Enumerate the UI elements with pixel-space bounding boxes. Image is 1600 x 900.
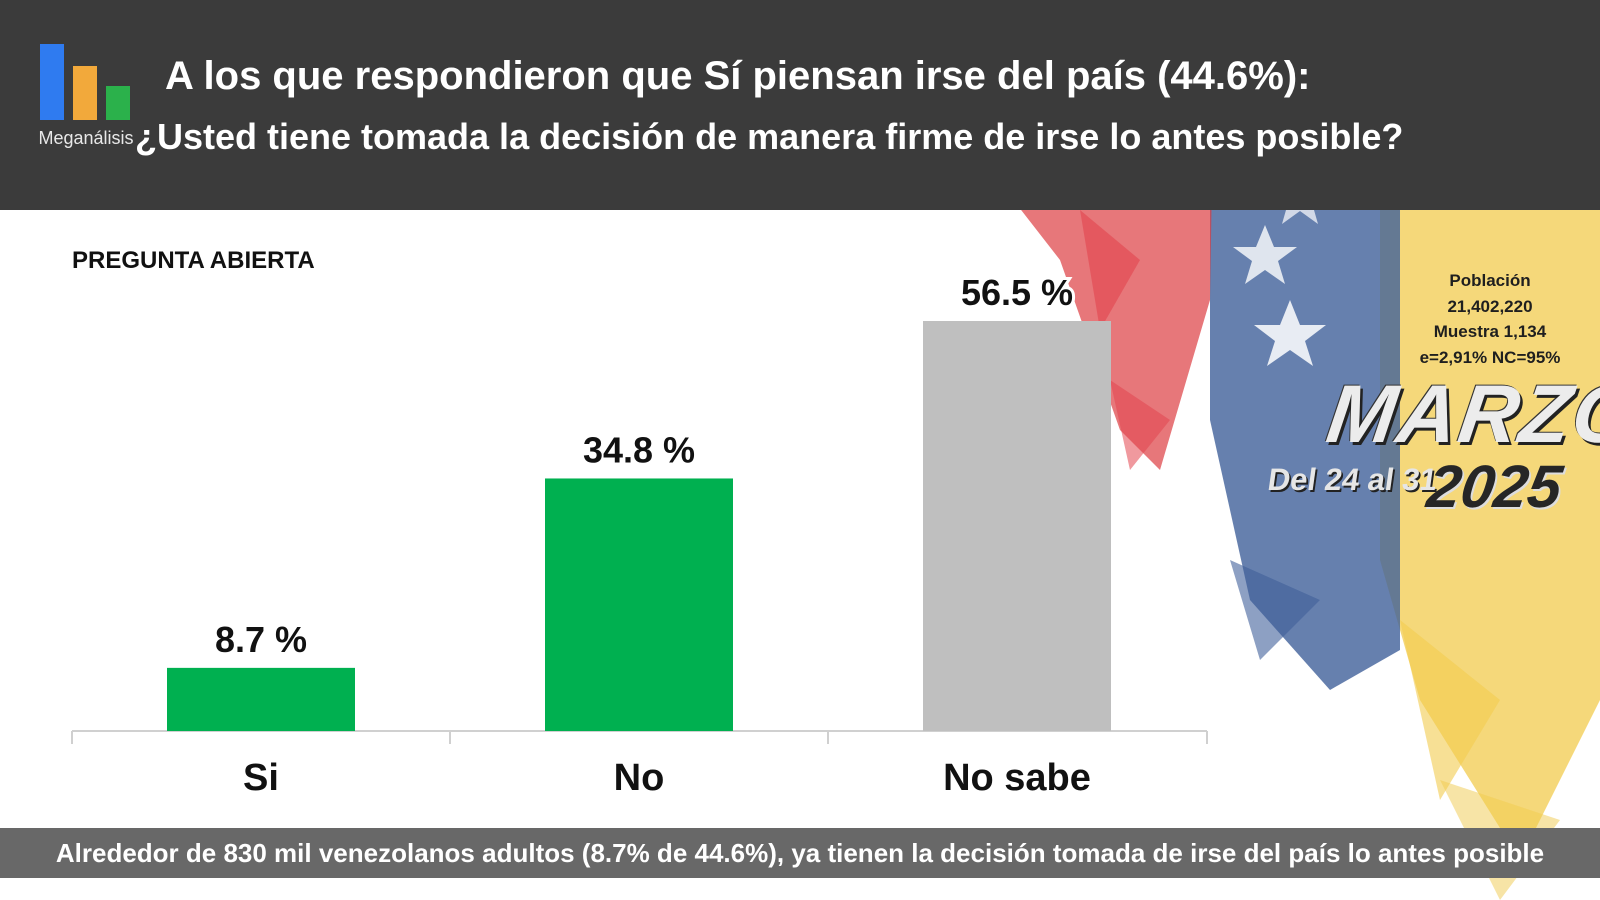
period-days: Del 24 al 31 <box>1265 462 1440 497</box>
bar-no-sabe <box>923 321 1111 731</box>
sample-size: Muestra 1,134 <box>1433 322 1547 341</box>
sample-info: Población 21,402,220 Muestra 1,134 e=2,9… <box>1390 268 1590 370</box>
error-margin: e=2,91% NC=95% <box>1419 347 1561 367</box>
category-label: No sabe <box>943 757 1091 799</box>
population-value: 21,402,220 <box>1447 296 1533 316</box>
population-label: Población <box>1449 271 1531 290</box>
data-label: 34.8 % <box>583 429 695 470</box>
category-label: No <box>614 757 665 799</box>
question-title: ¿Usted tiene tomada la decisión de maner… <box>135 116 1404 157</box>
header-band: Meganálisis A los que respondieron que S… <box>0 0 1600 210</box>
meganalisis-logo: Meganálisis <box>34 42 138 152</box>
period-month: MARZO <box>1321 369 1600 460</box>
bar-no <box>545 478 733 731</box>
bar-chart: 8.7 % Si 34.8 % No 56.5 % No sabe <box>71 269 1208 799</box>
data-label: 56.5 % <box>961 272 1073 313</box>
question-type-label: PREGUNTA ABIERTA <box>72 247 315 274</box>
bar-si <box>167 667 355 731</box>
bar-chart-icon <box>40 44 130 120</box>
brand-name: Meganálisis <box>38 128 134 148</box>
data-label: 8.7 % <box>215 619 307 660</box>
category-label: Si <box>243 757 279 799</box>
period-year: 2025 <box>1423 453 1567 520</box>
footer-note: Alrededor de 830 mil venezolanos adultos… <box>0 828 1600 878</box>
page-title: A los que respondieron que Sí piensan ir… <box>165 54 1311 98</box>
